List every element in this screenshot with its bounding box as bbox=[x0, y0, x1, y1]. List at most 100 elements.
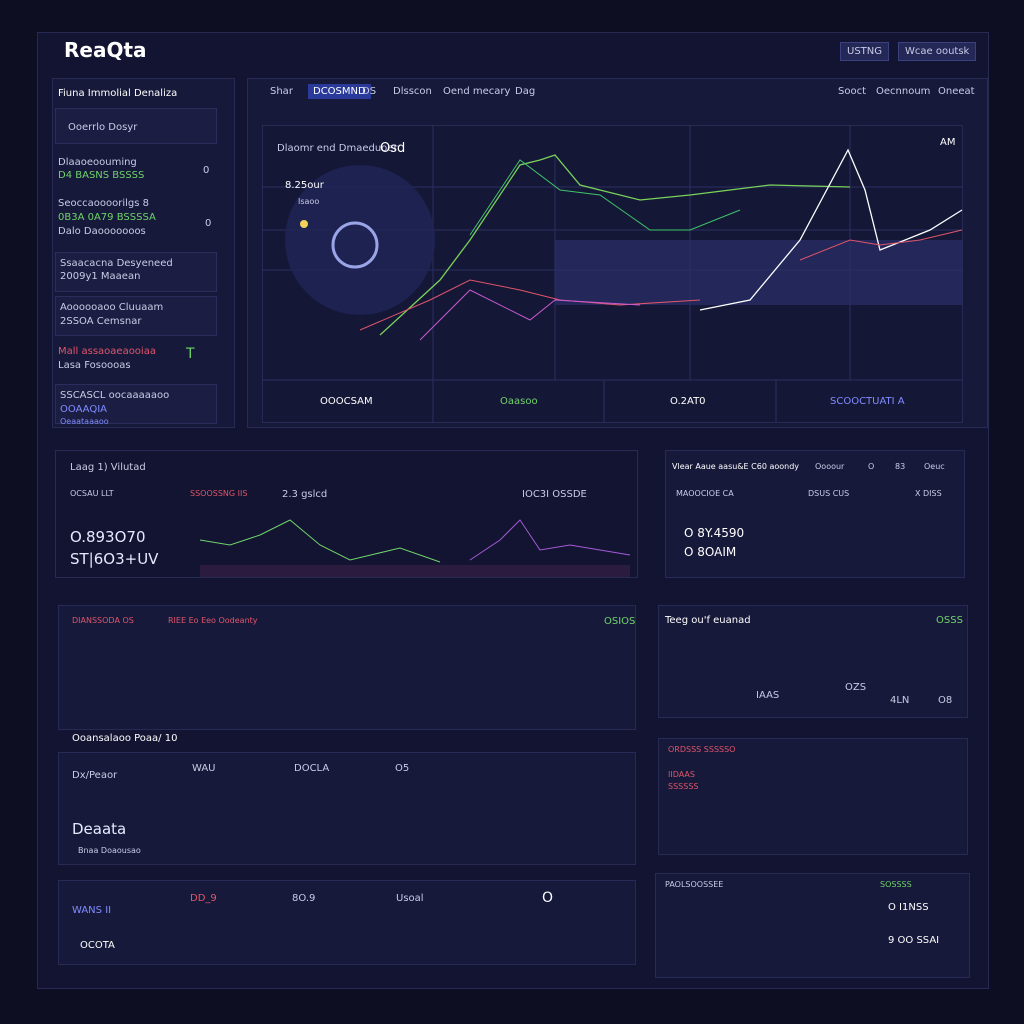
search-box[interactable] bbox=[55, 108, 217, 144]
row-name: OCOTA bbox=[80, 940, 115, 951]
line bbox=[379, 154, 851, 336]
area bbox=[200, 565, 630, 577]
label: 4LN bbox=[890, 695, 910, 706]
label: SSSSSS bbox=[668, 782, 699, 791]
tab[interactable]: Oeuc bbox=[924, 462, 945, 471]
panel bbox=[655, 873, 970, 978]
glow bbox=[285, 165, 435, 315]
panel bbox=[658, 605, 968, 718]
search-text: Ooerrlo Dosyr bbox=[68, 122, 138, 133]
tab[interactable]: Oooour bbox=[815, 462, 845, 471]
value: O.893O70 bbox=[70, 528, 146, 546]
table bbox=[58, 752, 636, 865]
col-label: MAOOCIOE CA bbox=[676, 489, 734, 498]
item-label: Dalo Daooooooos bbox=[58, 226, 146, 237]
item-value[interactable]: 0B3A 0A79 BSSSSA bbox=[58, 212, 156, 223]
item-value: Oeaataaaoo bbox=[60, 417, 109, 426]
table-header: Usoal bbox=[396, 893, 424, 904]
line bbox=[469, 159, 741, 236]
table-header: 8O.9 bbox=[292, 893, 316, 904]
panel-title: Vlear Aaue aasu&E C60 aoondy bbox=[672, 462, 800, 471]
tab[interactable]: Oneeat bbox=[938, 86, 975, 97]
panel-title: ORDSSS SSSSSO bbox=[668, 745, 736, 754]
item-label: Ssaacacna Desyeneed bbox=[60, 258, 173, 269]
logo: ReaQta bbox=[64, 38, 147, 62]
panel-subtitle: RIEE Eo Eeo Oodeanty bbox=[168, 616, 258, 625]
panel bbox=[55, 450, 638, 578]
item-value[interactable]: D4 BASNS BSSSS bbox=[58, 170, 145, 181]
item-value: 2009y1 Maaean bbox=[60, 271, 141, 282]
item-icon: 0 bbox=[203, 165, 210, 176]
line bbox=[359, 279, 701, 331]
table-header: O bbox=[542, 890, 554, 906]
item-value: OOAAQIA bbox=[60, 404, 108, 415]
tab[interactable]: Dlsscon bbox=[393, 86, 432, 97]
label: OZS bbox=[845, 682, 867, 693]
sidebar-item[interactable] bbox=[55, 252, 217, 292]
col-label: DSUS CUS bbox=[808, 489, 850, 498]
tab[interactable]: Sooct bbox=[838, 86, 867, 97]
table-footer: Bnaa Doaousao bbox=[78, 846, 141, 855]
col-label: SSOOSSNG IIS bbox=[190, 489, 248, 498]
item-icon: T bbox=[186, 346, 195, 362]
panel-title: Teeg ou'f euanad bbox=[665, 615, 751, 626]
panel-title: PAOLSOOSSEE bbox=[665, 880, 724, 889]
tab[interactable]: Shar bbox=[270, 86, 293, 97]
item-label: Mall assaoaeaooiaa bbox=[58, 346, 156, 357]
item-label: SSCASCL oocaaaaaoo bbox=[60, 390, 170, 401]
line bbox=[699, 148, 963, 311]
table-header: O5 bbox=[395, 763, 410, 774]
col-label: 2.3 gslcd bbox=[282, 489, 328, 500]
label: IAAS bbox=[756, 690, 780, 701]
table bbox=[58, 880, 636, 965]
footer-cell: SCOOCTUATI A bbox=[830, 396, 905, 407]
table-header: DD_9 bbox=[190, 893, 217, 904]
table-header: DOCLA bbox=[294, 763, 330, 774]
value: ST|6O3+UV bbox=[70, 550, 159, 568]
footer-cell: O.2AT0 bbox=[670, 396, 706, 407]
panel-corner: OSIOS bbox=[604, 616, 636, 627]
tab[interactable]: 83 bbox=[895, 462, 906, 471]
panel-title: DIANSSODA OS bbox=[72, 616, 134, 625]
row-label: Dx/Peaor bbox=[72, 770, 118, 781]
item-label: Aoooooaoo Cluuaam bbox=[60, 302, 164, 313]
dot bbox=[300, 220, 308, 228]
value: O 8OAIM bbox=[684, 545, 737, 559]
line bbox=[419, 289, 641, 341]
item-label: Dlaaoeoouming bbox=[58, 157, 137, 168]
tab[interactable]: DS bbox=[362, 86, 377, 97]
item-value: Lasa Fosoooas bbox=[58, 360, 131, 371]
sidebar-title: Fiuna Immolial Denaliza bbox=[58, 88, 178, 99]
col-label: X DISS bbox=[915, 489, 942, 498]
band bbox=[555, 240, 962, 305]
line bbox=[799, 229, 963, 261]
value: O I1NSS bbox=[888, 902, 929, 913]
table-title: Ooansalaoo Poaa/ 10 bbox=[72, 733, 178, 744]
panel-title: Laag 1) Vilutad bbox=[70, 462, 146, 473]
row-label: WANS II bbox=[72, 905, 112, 916]
header-button[interactable]: Wcae ooutsk bbox=[898, 42, 977, 61]
tab[interactable]: Dag bbox=[515, 86, 536, 97]
panel bbox=[58, 605, 636, 730]
tab[interactable]: O bbox=[868, 462, 875, 471]
sidebar-item[interactable] bbox=[55, 384, 217, 424]
tab[interactable]: Oecnnoum bbox=[876, 86, 931, 97]
tab-active[interactable]: DCOSMND bbox=[308, 84, 371, 99]
item-label: Seoccaoooorilgs 8 bbox=[58, 198, 149, 209]
value: O 8Y.4590 bbox=[684, 526, 745, 540]
panel-side: SOSSSS bbox=[880, 880, 912, 889]
panel bbox=[658, 738, 968, 855]
item-value: 2SSOA Cemsnar bbox=[60, 316, 142, 327]
header-button[interactable]: USTNG bbox=[840, 42, 890, 61]
footer-cell: OOOCSAM bbox=[320, 396, 373, 407]
chart-value: 8.25our bbox=[285, 180, 324, 191]
line bbox=[469, 519, 631, 561]
table-header: WAU bbox=[192, 763, 216, 774]
col-label: IOC3I OSSDE bbox=[522, 489, 587, 500]
value: 9 OO SSAI bbox=[888, 935, 940, 946]
tab[interactable]: Oend mecary bbox=[443, 86, 511, 97]
chart-title: Dlaomr end Dmaeduoer bbox=[277, 143, 398, 154]
chart-badge: Osd bbox=[380, 141, 406, 156]
sidebar-item[interactable] bbox=[55, 296, 217, 336]
